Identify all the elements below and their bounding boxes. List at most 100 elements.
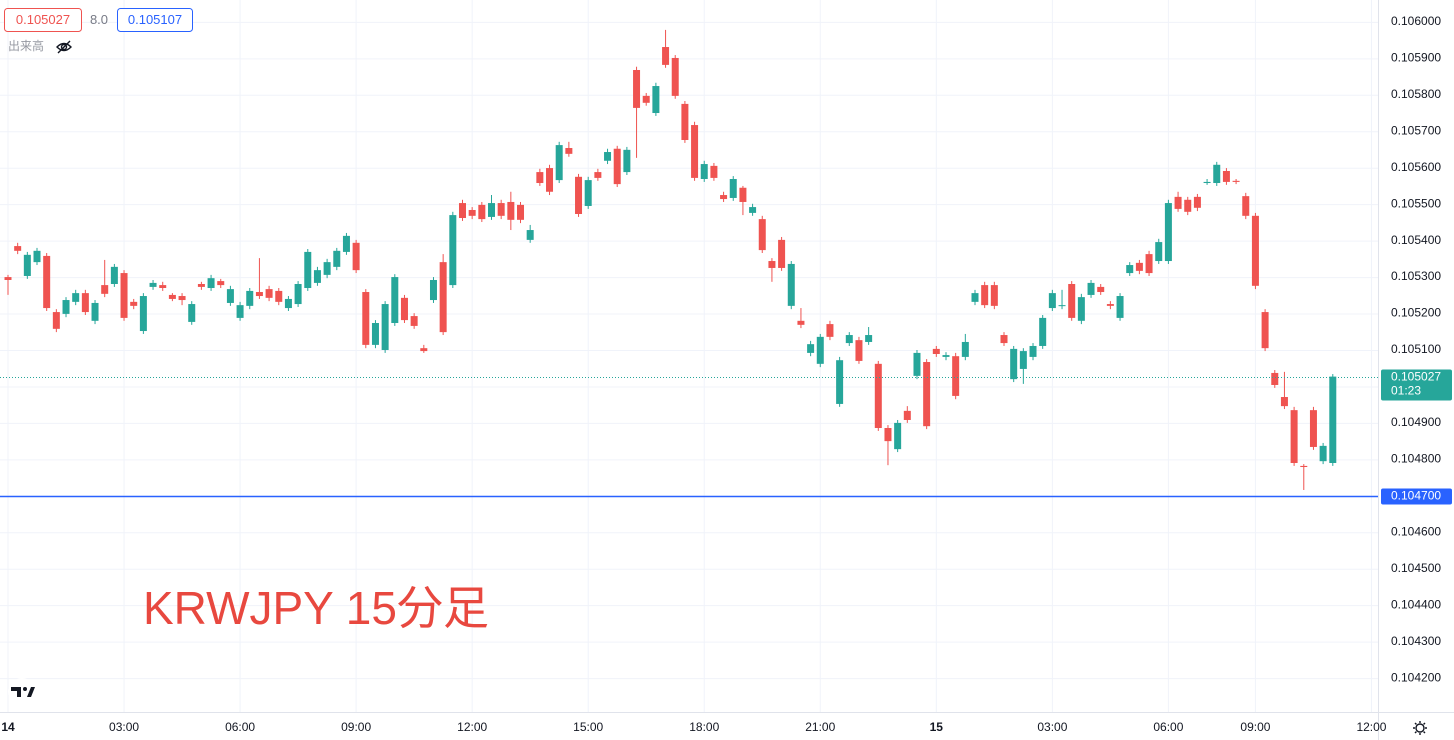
candle-body: [342, 235, 350, 252]
candle-body: [72, 293, 80, 302]
candle-body: [130, 301, 138, 306]
candle-body: [1097, 286, 1105, 293]
x-tick-label: 18:00: [689, 720, 719, 734]
x-tick-label: 03:00: [1037, 720, 1067, 734]
candle-body: [1203, 181, 1211, 184]
candle-body: [1087, 282, 1095, 295]
candle-body: [874, 363, 882, 429]
candle-body: [797, 320, 805, 325]
current-price-label: 0.105027: [1391, 370, 1441, 384]
y-tick-label: 0.105400: [1391, 233, 1441, 247]
y-tick-label: 0.104600: [1391, 524, 1441, 538]
candle-body: [362, 292, 370, 345]
candle-body: [1068, 283, 1076, 318]
candle-body: [613, 148, 621, 185]
candle-body: [313, 270, 321, 283]
candle-body: [217, 281, 225, 286]
candle-body: [536, 172, 544, 184]
candle-body: [1261, 312, 1269, 349]
candle-body: [420, 348, 428, 352]
candle-body: [845, 335, 853, 344]
candle-body: [488, 203, 495, 217]
candle-body: [903, 410, 911, 420]
candle-body: [865, 335, 873, 342]
y-tick-label: 0.105500: [1391, 196, 1441, 210]
eye-hidden-icon[interactable]: [56, 40, 72, 54]
y-tick-label: 0.105800: [1391, 87, 1441, 101]
candle-body: [168, 294, 176, 299]
candle-body: [188, 304, 196, 322]
x-tick-label: 14: [1, 720, 15, 734]
candle-body: [729, 179, 737, 198]
x-tick-label: 09:00: [1240, 720, 1270, 734]
y-tick-label: 0.104800: [1391, 452, 1441, 466]
candle-body: [768, 261, 776, 268]
candle-body: [1164, 203, 1172, 262]
candle-body: [1184, 199, 1192, 212]
candle-body: [1000, 335, 1008, 344]
candle-body: [952, 356, 960, 396]
candle-body: [546, 168, 554, 192]
candle-body: [439, 262, 447, 333]
candle-body: [81, 293, 89, 313]
x-tick-label: 03:00: [109, 720, 139, 734]
candle-body: [4, 277, 12, 280]
candle-body: [633, 69, 641, 108]
y-tick-label: 0.105700: [1391, 123, 1441, 137]
candle-body: [149, 282, 157, 287]
candle-body: [700, 164, 708, 180]
ask-box[interactable]: [117, 8, 193, 32]
candle-body: [236, 305, 244, 318]
candle-body: [497, 203, 505, 216]
candle-body: [787, 263, 795, 306]
y-tick-label: 0.104900: [1391, 415, 1441, 429]
candle-body: [507, 201, 515, 220]
y-tick-label: 0.104200: [1391, 670, 1441, 684]
candle-body: [575, 176, 583, 215]
candle-body: [226, 289, 234, 303]
candle-body: [1242, 196, 1250, 216]
candle-body: [1126, 265, 1134, 274]
candle-body: [159, 285, 167, 289]
candle-body: [807, 344, 815, 353]
countdown: 01:23: [1391, 384, 1421, 398]
candle-body: [894, 422, 902, 450]
candle-body: [284, 298, 292, 309]
candle-body: [517, 204, 525, 220]
candle-body: [710, 165, 718, 178]
candle-body: [1329, 376, 1337, 464]
settings-icon[interactable]: [1413, 721, 1427, 735]
candle-body: [778, 239, 786, 268]
candle-body: [1116, 296, 1124, 318]
logo[interactable]: [8, 678, 36, 706]
candle-body: [642, 95, 650, 103]
volume-label: 出来高: [8, 39, 44, 53]
candle-body: [197, 283, 205, 287]
y-tick-label: 0.106000: [1391, 14, 1441, 28]
candle-body: [400, 297, 408, 321]
candle-body: [304, 251, 312, 289]
candle-body: [1019, 351, 1027, 369]
y-tick-label: 0.105100: [1391, 342, 1441, 356]
bid-box[interactable]: [4, 8, 82, 32]
candle-body: [1010, 348, 1018, 380]
candle-body: [246, 290, 254, 306]
candle-body: [1213, 164, 1221, 184]
candle-body: [139, 296, 147, 332]
y-tick-label: 0.105600: [1391, 160, 1441, 174]
candle-body: [652, 86, 660, 114]
candle-body: [1039, 317, 1047, 346]
candle-body: [623, 149, 631, 173]
bid: 0.105027: [16, 12, 70, 27]
candle-body: [275, 290, 283, 302]
x-tick-label: 21:00: [805, 720, 835, 734]
plot-area: [0, 29, 1378, 498]
candle-body: [971, 293, 979, 302]
candle-body: [1271, 372, 1279, 385]
candle-body: [961, 341, 969, 357]
candle-body: [594, 172, 602, 178]
candle-body: [207, 278, 215, 289]
x-tick-label: 06:00: [225, 720, 255, 734]
candle-body: [371, 323, 379, 345]
